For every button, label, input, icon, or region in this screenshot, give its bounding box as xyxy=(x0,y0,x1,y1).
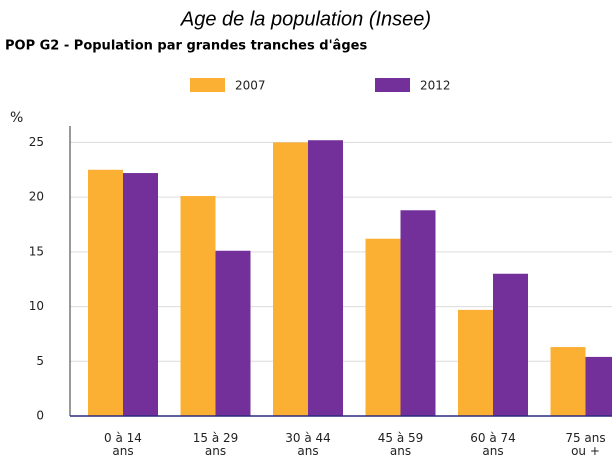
y-tick-label: 20 xyxy=(29,190,44,204)
legend-swatch xyxy=(190,78,225,92)
bar xyxy=(88,169,123,416)
bar xyxy=(400,210,436,416)
x-tick-line: ans xyxy=(390,444,411,458)
y-tick-label: 15 xyxy=(29,244,44,258)
x-tick-label: 75 ans ou + xyxy=(565,431,605,458)
x-tick-line: ou + xyxy=(571,444,600,458)
y-tick-label: 25 xyxy=(29,135,44,149)
x-tick-label: 30 à 44 ans xyxy=(285,431,331,458)
x-tick-line: 30 à 44 xyxy=(285,431,331,445)
bar xyxy=(123,173,158,416)
x-tick-line: ans xyxy=(297,444,318,458)
x-tick-line: 15 à 29 xyxy=(193,431,239,445)
x-tick-line: 45 à 59 xyxy=(378,431,424,445)
y-tick-label: 0 xyxy=(36,409,44,423)
x-tick-line: 60 à 74 xyxy=(470,431,516,445)
bar xyxy=(273,142,308,416)
bar xyxy=(180,196,216,416)
x-tick-line: ans xyxy=(205,444,226,458)
x-tick-label: 0 à 14 ans xyxy=(104,431,142,458)
y-tick-label: 10 xyxy=(29,299,44,313)
bar xyxy=(493,273,528,416)
bar xyxy=(550,347,586,416)
chart-subtitle: POP G2 - Population par grandes tranches… xyxy=(5,39,367,54)
x-tick-line: ans xyxy=(112,444,133,458)
y-axis-label: % xyxy=(10,110,23,126)
legend-swatch xyxy=(375,78,410,92)
bar xyxy=(365,238,401,416)
x-tick-line: 0 à 14 xyxy=(104,431,142,445)
x-tick-label: 60 à 74 ans xyxy=(470,431,516,458)
bar xyxy=(458,309,493,416)
chart-title: Age de la population (Insee) xyxy=(180,8,431,30)
y-tick-label: 5 xyxy=(36,354,44,368)
x-tick-line: ans xyxy=(482,444,503,458)
legend-label: 2012 xyxy=(420,79,451,93)
bar xyxy=(308,140,343,416)
x-tick-line: 75 ans xyxy=(565,431,605,445)
bar xyxy=(585,356,612,416)
x-tick-label: 15 à 29 ans xyxy=(193,431,239,458)
legend-label: 2007 xyxy=(235,79,266,93)
bar xyxy=(215,250,251,416)
x-tick-label: 45 à 59 ans xyxy=(378,431,424,458)
